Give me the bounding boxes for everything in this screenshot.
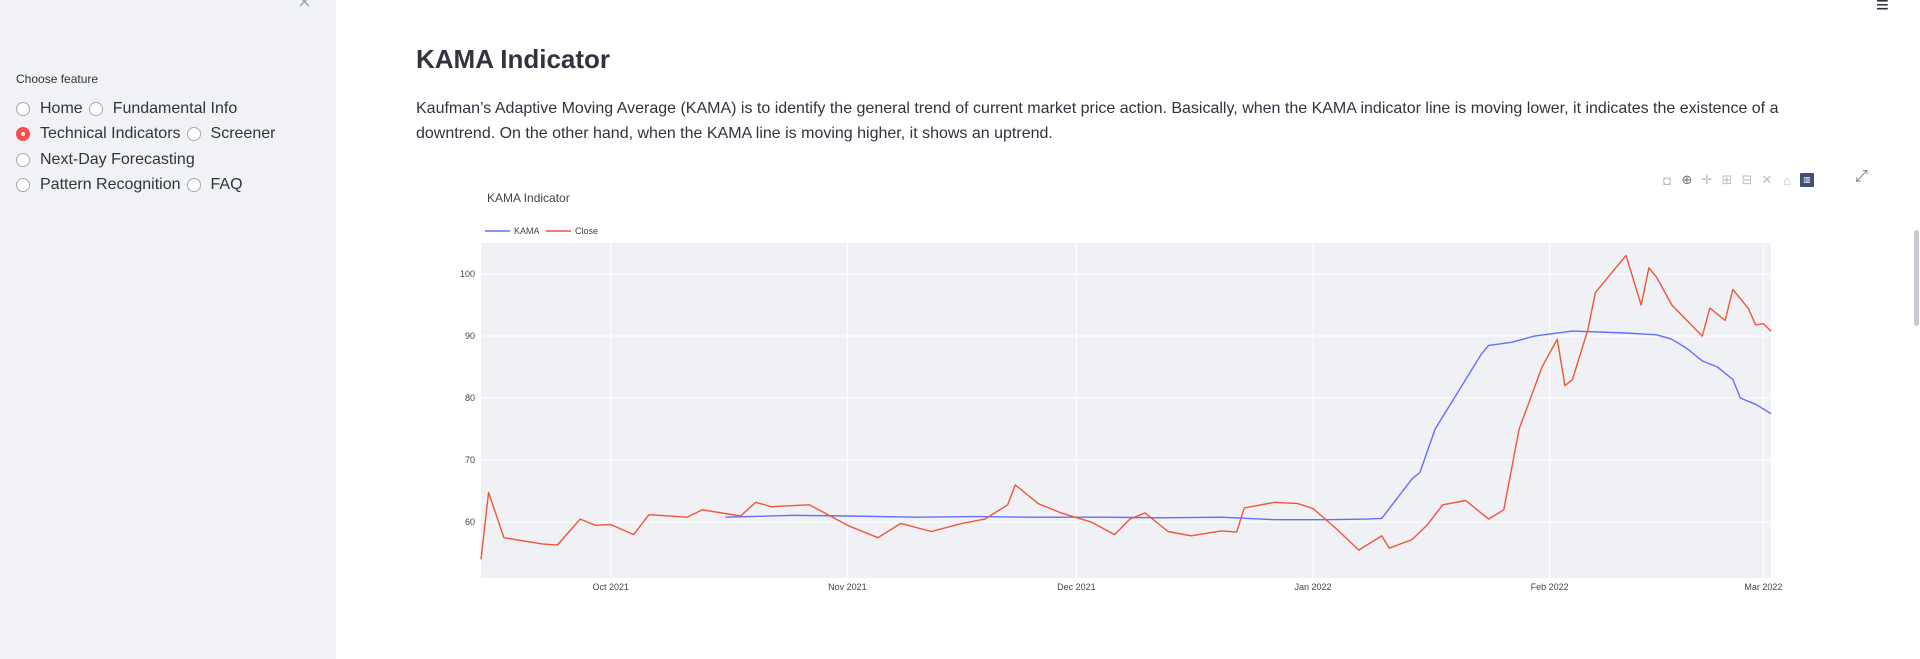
radio-label: Technical Indicators <box>40 125 181 142</box>
x-tick-label: Jan 2022 <box>1294 582 1331 592</box>
grid-lines <box>481 243 1771 578</box>
radio-option-fundamental-info[interactable]: Fundamental Info <box>88 100 238 118</box>
page-title: KAMA Indicator <box>416 44 611 74</box>
y-tick-label: 70 <box>465 455 475 465</box>
radio-label: Fundamental Info <box>112 100 238 117</box>
plot-area <box>481 243 1771 578</box>
x-tick-label: Feb 2022 <box>1531 582 1569 592</box>
legend-label[interactable]: Close <box>575 226 598 236</box>
radio-row: Pattern Recognition FAQ <box>16 173 249 197</box>
radio-option-technical-indicators[interactable]: Technical Indicators <box>16 125 181 143</box>
description-text: Kaufman’s Adaptive Moving Average (KAMA)… <box>416 100 1779 142</box>
chart-legend: KAMA Close <box>485 226 598 236</box>
y-tick-label: 80 <box>465 393 475 403</box>
series-line-kama <box>725 330 1772 521</box>
radio-label: FAQ <box>210 176 243 193</box>
radio-option-faq[interactable]: FAQ <box>186 176 243 194</box>
sidebar: × Choose feature Home Fundamental Info T… <box>0 0 336 659</box>
zoom-icon[interactable]: ⊕ <box>1681 172 1693 187</box>
radio-circle[interactable] <box>186 178 201 192</box>
x-axis-ticks: Oct 2021 Nov 2021 Dec 2021 Jan 2022 Feb 2022… <box>592 582 1782 592</box>
scrollbar-thumb[interactable] <box>1914 230 1919 326</box>
close-icon[interactable]: × <box>298 0 311 14</box>
radio-circle[interactable] <box>88 102 103 116</box>
hamburger-menu-icon[interactable]: ≡ <box>1876 0 1889 17</box>
radio-circle[interactable] <box>16 102 30 116</box>
radio-option-home[interactable]: Home <box>16 100 83 118</box>
radio-label: Screener <box>210 125 276 142</box>
autoscale-icon[interactable]: ✕ <box>1761 172 1773 187</box>
radio-label: Pattern Recognition <box>40 176 181 193</box>
radio-option-pattern-recognition[interactable]: Pattern Recognition <box>16 176 181 194</box>
radio-label: Next-Day Forecasting <box>40 151 195 168</box>
x-tick-label: Dec 2021 <box>1057 582 1096 592</box>
zoom-in-icon[interactable]: ⊞ <box>1721 172 1733 187</box>
series-line-close <box>480 254 1772 560</box>
radio-circle[interactable] <box>16 178 30 192</box>
radio-option-screener[interactable]: Screener <box>186 125 276 143</box>
chart-title: KAMA Indicator <box>487 191 570 205</box>
radio-option-next-day-forecasting[interactable]: Next-Day Forecasting <box>16 151 195 169</box>
plotly-logo-icon[interactable]: ▥ <box>1800 173 1814 187</box>
legend-label[interactable]: KAMA <box>514 226 540 236</box>
y-tick-label: 90 <box>465 331 475 341</box>
radio-row: Technical Indicators Screener <box>16 122 281 146</box>
pan-icon[interactable]: ✛ <box>1701 172 1713 187</box>
x-tick-label: Oct 2021 <box>592 582 629 592</box>
y-tick-label: 60 <box>465 517 475 527</box>
reset-axes-icon[interactable]: ⌂ <box>1783 172 1791 188</box>
x-tick-label: Nov 2021 <box>828 582 867 592</box>
radio-circle[interactable] <box>186 127 201 141</box>
fullscreen-icon[interactable]: ⤢ <box>1855 168 1868 185</box>
series-lines <box>480 254 1772 560</box>
radio-row: Next-Day Forecasting <box>16 148 201 172</box>
chart-toolbar: ◘ ⊕ ✛ ⊞ ⊟ ✕ ⌂ ▥ <box>1660 172 1814 188</box>
radio-row: Home Fundamental Info <box>16 97 243 121</box>
kama-chart: KAMA Indicator KAMA Close 60 70 80 90 100 Oct… <box>460 191 1782 592</box>
radio-group-label: Choose feature <box>16 72 99 86</box>
camera-icon[interactable]: ◘ <box>1663 172 1671 188</box>
radio-circle[interactable] <box>16 153 30 167</box>
radio-circle-selected[interactable] <box>16 127 30 141</box>
radio-label: Home <box>40 100 83 117</box>
y-tick-label: 100 <box>460 269 475 279</box>
y-axis-ticks: 60 70 80 90 100 <box>460 269 475 527</box>
zoom-out-icon[interactable]: ⊟ <box>1741 172 1753 187</box>
x-tick-label: Mar 2022 <box>1744 582 1782 592</box>
